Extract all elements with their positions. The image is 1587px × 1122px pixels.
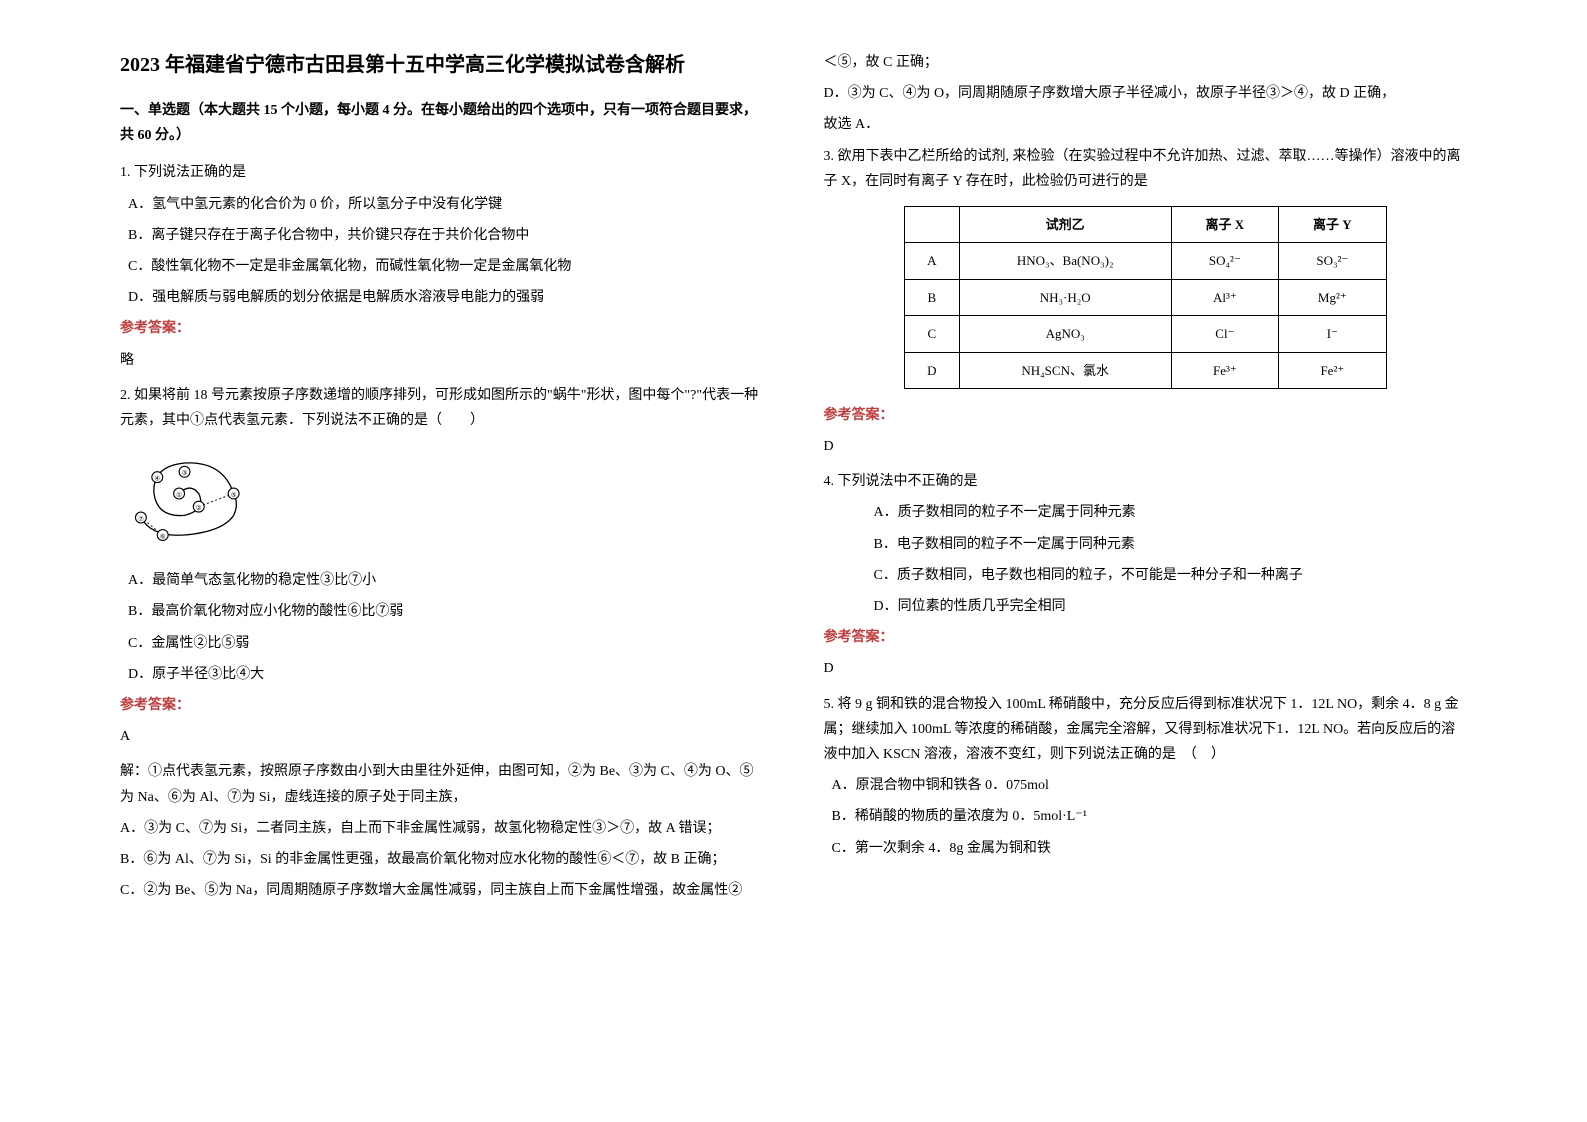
svg-text:⑤: ⑤ [231, 491, 237, 499]
q2-exp-5: ＜⑤，故 C 正确； [824, 50, 1468, 75]
cell: Al³⁺ [1171, 279, 1278, 315]
svg-text:⑦: ⑦ [138, 515, 144, 523]
q5-option-a: A．原混合物中铜和铁各 0．075mol [824, 773, 1468, 798]
document-title: 2023 年福建省宁德市古田县第十五中学高三化学模拟试卷含解析 [120, 50, 764, 80]
cell: SO₃²⁻ [1279, 243, 1386, 279]
cell: Mg²⁺ [1279, 279, 1386, 315]
q2-answer-label: 参考答案： [120, 693, 764, 718]
svg-text:②: ② [196, 504, 202, 512]
q4-answer-label: 参考答案： [824, 625, 1468, 650]
cell: NH₃·H₂O [959, 279, 1171, 315]
q2-option-d: D．原子半径③比④大 [120, 662, 764, 687]
table-row: C AgNO₃ Cl⁻ I⁻ [904, 316, 1386, 352]
svg-text:⑥: ⑥ [160, 532, 166, 540]
cell: SO₄²⁻ [1171, 243, 1278, 279]
q5-stem: 5. 将 9 g 铜和铁的混合物投入 100mL 稀硝酸中，充分反应后得到标准状… [824, 692, 1468, 768]
q3-answer: D [824, 434, 1468, 459]
q4-option-d: D．同位素的性质几乎完全相同 [824, 594, 1468, 619]
q1-option-b: B．离子键只存在于离子化合物中，共价键只存在于共价化合物中 [120, 223, 764, 248]
q2-option-c: C．金属性②比⑤弱 [120, 631, 764, 656]
svg-text:①: ① [176, 491, 182, 499]
q2-stem: 2. 如果将前 18 号元素按原子序数递增的顺序排列，可形成如图所示的"蜗牛"形… [120, 383, 764, 433]
q1-stem: 1. 下列说法正确的是 [120, 160, 764, 185]
section-1-header: 一、单选题（本大题共 15 个小题，每小题 4 分。在每小题给出的四个选项中，只… [120, 98, 764, 148]
q1-answer: 略 [120, 348, 764, 373]
cell: I⁻ [1279, 316, 1386, 352]
question-1: 1. 下列说法正确的是 A．氢气中氢元素的化合价为 0 价，所以氢分子中没有化学… [120, 160, 764, 372]
q1-option-a: A．氢气中氢元素的化合价为 0 价，所以氢分子中没有化学键 [120, 192, 764, 217]
q5-option-c: C．第一次剩余 4．8g 金属为铜和铁 [824, 836, 1468, 861]
q4-stem: 4. 下列说法中不正确的是 [824, 469, 1468, 494]
q2-exp-3: B．⑥为 Al、⑦为 Si，Si 的非金属性更强，故最高价氧化物对应水化物的酸性… [120, 847, 764, 872]
q4-option-a: A．质子数相同的粒子不一定属于同种元素 [824, 500, 1468, 525]
q1-option-c: C．酸性氧化物不一定是非金属氧化物，而碱性氧化物一定是金属氧化物 [120, 254, 764, 279]
q4-option-c: C．质子数相同，电子数也相同的粒子，不可能是一种分子和一种离子 [824, 563, 1468, 588]
svg-text:③: ③ [182, 469, 188, 477]
cell: HNO₃、Ba(NO₃)₂ [959, 243, 1171, 279]
th-reagent: 试剂乙 [959, 206, 1171, 242]
cell: B [904, 279, 959, 315]
q3-answer-label: 参考答案： [824, 403, 1468, 428]
question-4: 4. 下列说法中不正确的是 A．质子数相同的粒子不一定属于同种元素 B．电子数相… [824, 469, 1468, 681]
snail-diagram: ① ② ③ ④ ⑤ ⑥ ⑦ [130, 449, 250, 549]
question-5: 5. 将 9 g 铜和铁的混合物投入 100mL 稀硝酸中，充分反应后得到标准状… [824, 692, 1468, 861]
q2-exp-6: D．③为 C、④为 O，同周期随原子序数增大原子半径减小，故原子半径③＞④，故 … [824, 81, 1468, 106]
q2-option-a: A．最简单气态氢化物的稳定性③比⑦小 [120, 568, 764, 593]
q1-answer-label: 参考答案： [120, 316, 764, 341]
q4-answer: D [824, 656, 1468, 681]
question-3: 3. 欲用下表中乙栏所给的试剂, 来检验（在实验过程中不允许加热、过滤、萃取……… [824, 144, 1468, 460]
question-2: 2. 如果将前 18 号元素按原子序数递增的顺序排列，可形成如图所示的"蜗牛"形… [120, 383, 764, 904]
q3-stem: 3. 欲用下表中乙栏所给的试剂, 来检验（在实验过程中不允许加热、过滤、萃取……… [824, 144, 1468, 194]
q1-option-d: D．强电解质与弱电解质的划分依据是电解质水溶液导电能力的强弱 [120, 285, 764, 310]
table-header-row: 试剂乙 离子 X 离子 Y [904, 206, 1386, 242]
cell: A [904, 243, 959, 279]
q2-answer: A [120, 724, 764, 749]
cell: Fe³⁺ [1171, 352, 1278, 388]
cell: NH₄SCN、氯水 [959, 352, 1171, 388]
cell: C [904, 316, 959, 352]
th-ion-y: 离子 Y [1279, 206, 1386, 242]
q2-exp-2: A．③为 C、⑦为 Si，二者同主族，自上而下非金属性减弱，故氢化物稳定性③＞⑦… [120, 816, 764, 841]
reagent-table: 试剂乙 离子 X 离子 Y A HNO₃、Ba(NO₃)₂ SO₄²⁻ SO₃²… [904, 206, 1387, 389]
th-ion-x: 离子 X [1171, 206, 1278, 242]
cell: D [904, 352, 959, 388]
q4-option-b: B．电子数相同的粒子不一定属于同种元素 [824, 532, 1468, 557]
svg-text:④: ④ [154, 475, 160, 483]
cell: Fe²⁺ [1279, 352, 1386, 388]
q2-exp-1: 解：①点代表氢元素，按照原子序数由小到大由里往外延伸，由图可知，②为 Be、③为… [120, 759, 764, 809]
q2-option-b: B．最高价氧化物对应小化物的酸性⑥比⑦弱 [120, 599, 764, 624]
table-row: D NH₄SCN、氯水 Fe³⁺ Fe²⁺ [904, 352, 1386, 388]
cell: AgNO₃ [959, 316, 1171, 352]
cell: Cl⁻ [1171, 316, 1278, 352]
q5-option-b: B．稀硝酸的物质的量浓度为 0．5mol·L⁻¹ [824, 804, 1468, 829]
table-row: B NH₃·H₂O Al³⁺ Mg²⁺ [904, 279, 1386, 315]
table-row: A HNO₃、Ba(NO₃)₂ SO₄²⁻ SO₃²⁻ [904, 243, 1386, 279]
q2-exp-7: 故选 A． [824, 112, 1468, 137]
q2-exp-4: C．②为 Be、⑤为 Na，同周期随原子序数增大金属性减弱，同主族自上而下金属性… [120, 878, 764, 903]
th-blank [904, 206, 959, 242]
